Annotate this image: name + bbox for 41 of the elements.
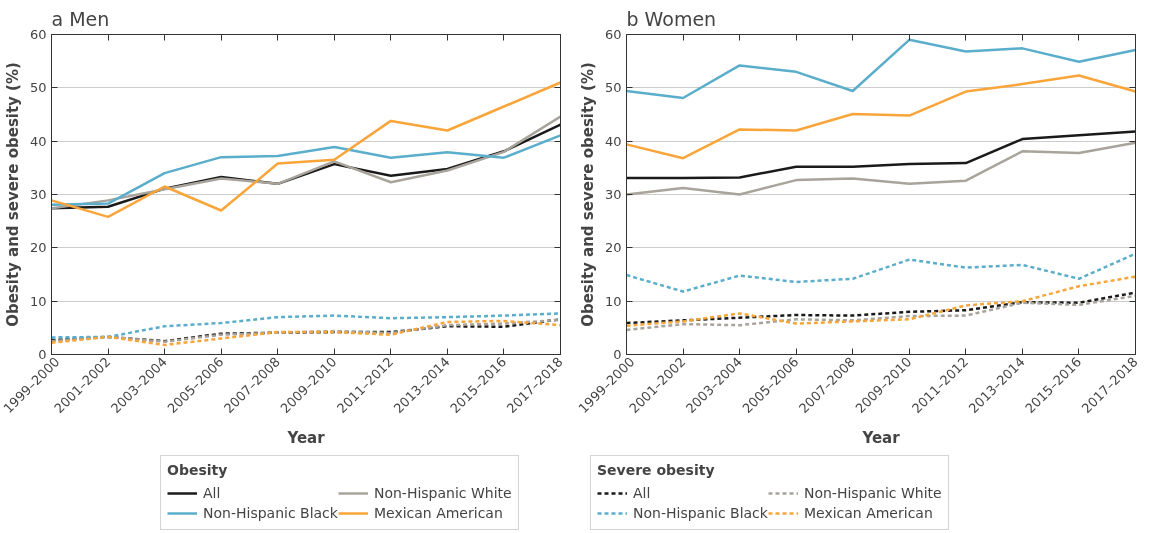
line-series	[51, 134, 561, 206]
x-axis-title: Year	[286, 429, 326, 448]
y-tick-label: 40	[29, 133, 47, 149]
line-series	[626, 294, 1136, 332]
y-tick-label: 20	[604, 240, 622, 256]
y-tick-label: 50	[29, 80, 47, 96]
legend-label: Non-Hispanic Black	[203, 505, 338, 521]
line-series	[626, 130, 1136, 180]
y-tick-label: 60	[29, 27, 47, 42]
legend-label: Mexican American	[803, 505, 933, 521]
legend-label: Non-Hispanic Black	[633, 505, 768, 521]
y-tick-label: 0	[38, 347, 47, 362]
legend-label: Mexican American	[373, 505, 503, 521]
line-series	[626, 291, 1136, 325]
chart-title: a Men	[51, 7, 110, 30]
line-series	[51, 81, 561, 219]
y-tick-label: 40	[604, 133, 622, 149]
y-tick-label: 50	[604, 80, 622, 96]
legend-label: Non-Hispanic White	[803, 485, 942, 501]
y-tick-label: 10	[604, 293, 622, 309]
y-tick-label: 0	[613, 347, 622, 362]
chart-title: b Women	[626, 7, 717, 30]
y-tick-label: 20	[29, 240, 47, 256]
legend-label: All	[633, 485, 652, 501]
legend-label: Non-Hispanic White	[373, 485, 512, 501]
y-axis-title: Obesity and severe obesity (%)	[578, 62, 597, 327]
text: Obesity	[167, 462, 229, 478]
x-axis-title: Year	[861, 429, 901, 448]
y-axis-title: Obesity and severe obesity (%)	[3, 62, 22, 327]
line-series	[51, 312, 561, 339]
line-series	[626, 141, 1136, 196]
line-series	[626, 252, 1136, 293]
y-tick-label: 30	[29, 187, 47, 202]
line-series	[626, 275, 1136, 327]
y-tick-label: 10	[29, 293, 47, 309]
text: Severe obesity	[597, 462, 716, 478]
line-series	[626, 38, 1136, 100]
line-series	[626, 74, 1136, 160]
y-tick-label: 30	[604, 187, 622, 202]
y-tick-label: 60	[604, 27, 622, 42]
legend-label: All	[203, 485, 222, 501]
